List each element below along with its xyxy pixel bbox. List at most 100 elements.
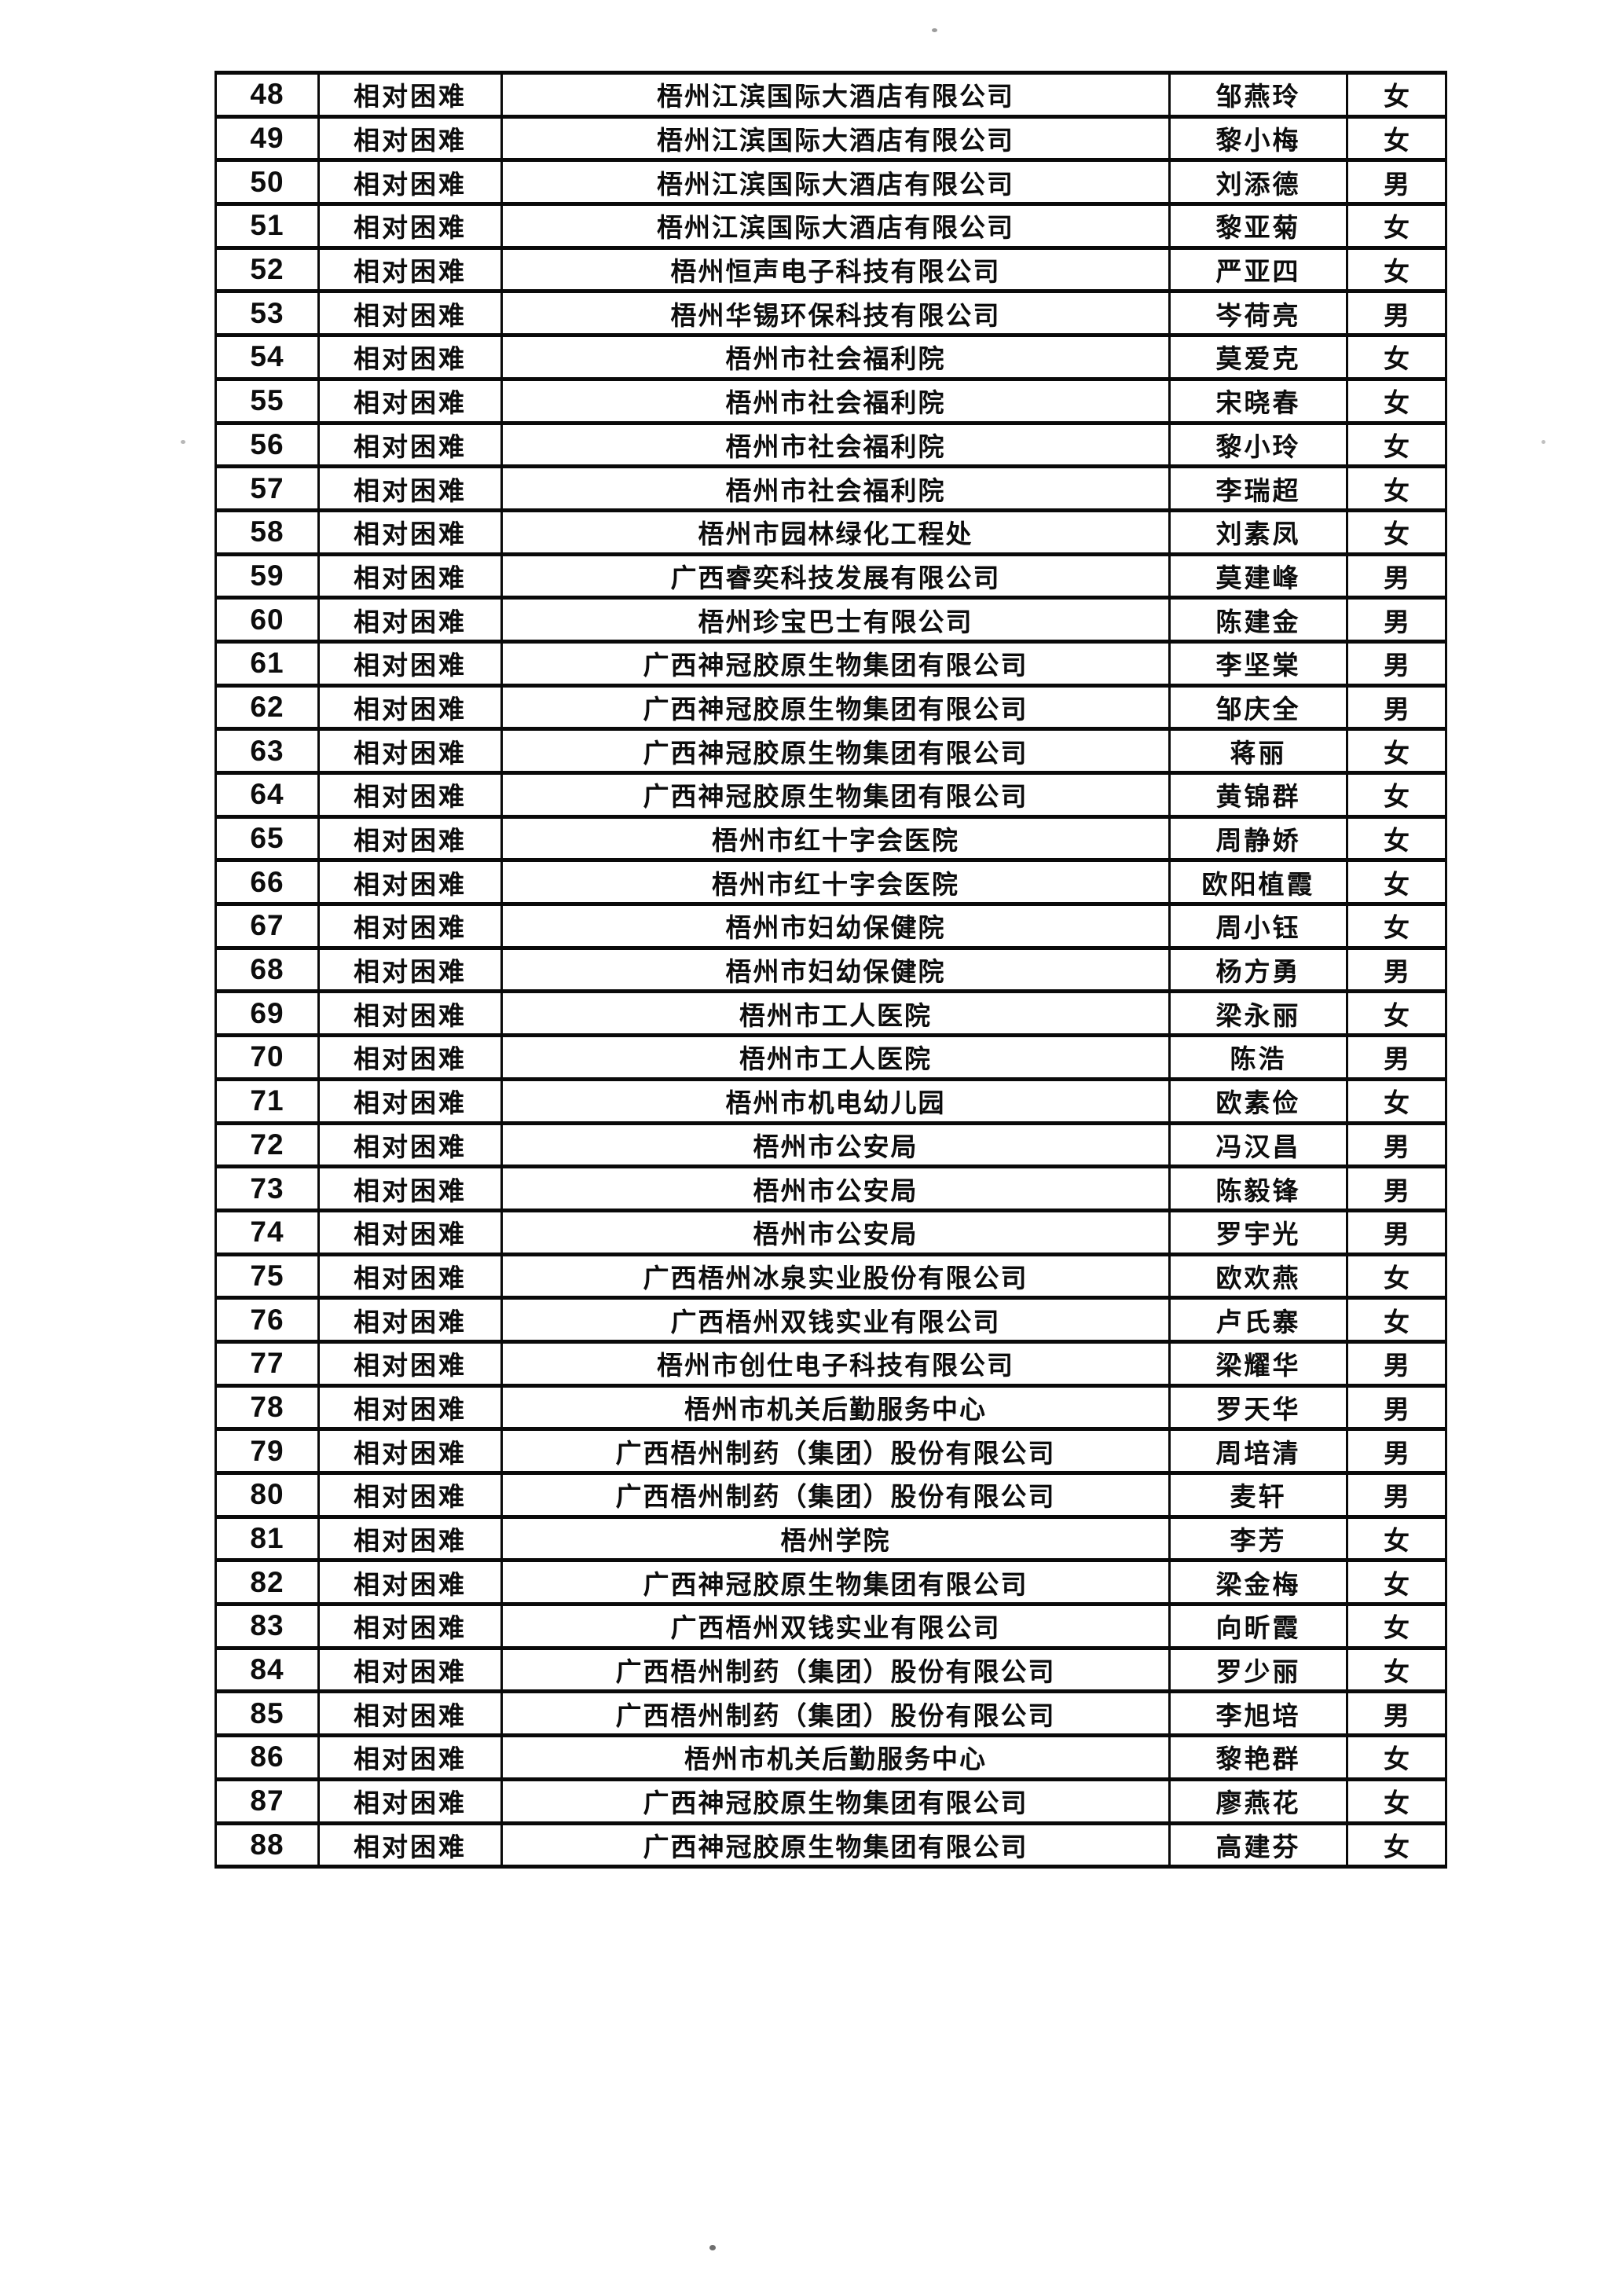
gender-cell: 女 (1346, 1252, 1447, 1300)
person-name-cell: 梁耀华 (1168, 1339, 1348, 1388)
gender-cell: 女 (1346, 245, 1447, 294)
category-cell: 相对困难 (317, 1383, 503, 1432)
employer-cell: 梧州市机关后勤服务中心 (500, 1733, 1171, 1781)
employer-cell: 梧州江滨国际大酒店有限公司 (500, 114, 1171, 163)
employer-cell: 梧州江滨国际大酒店有限公司 (500, 71, 1171, 119)
row-number-cell: 75 (214, 1252, 320, 1300)
gender-cell: 男 (1346, 1339, 1447, 1388)
person-name-cell: 梁金梅 (1168, 1558, 1348, 1607)
person-name-cell: 宋晓春 (1168, 376, 1348, 425)
category-cell: 相对困难 (317, 1033, 503, 1081)
row-number-cell: 66 (214, 858, 320, 907)
row-number-cell: 69 (214, 989, 320, 1038)
person-name-cell: 黄锦群 (1168, 771, 1348, 819)
table-row: 49 相对困难 梧州江滨国际大酒店有限公司 黎小梅女 (214, 114, 1447, 163)
person-name-cell: 陈浩 (1168, 1033, 1348, 1081)
category-cell: 相对困难 (317, 1120, 503, 1169)
employer-cell: 广西神冠胶原生物集团有限公司 (500, 639, 1171, 688)
employer-cell: 梧州市妇幼保健院 (500, 945, 1171, 994)
gender-cell: 男 (1346, 1033, 1447, 1081)
gender-cell: 男 (1346, 1427, 1447, 1475)
row-number-cell: 60 (214, 596, 320, 644)
category-cell: 相对困难 (317, 814, 503, 863)
person-name-cell: 邹庆全 (1168, 683, 1348, 732)
gender-cell: 女 (1346, 771, 1447, 819)
gender-cell: 女 (1346, 1076, 1447, 1125)
employer-cell: 广西神冠胶原生物集团有限公司 (500, 1821, 1171, 1869)
person-name-cell: 冯汉昌 (1168, 1120, 1348, 1169)
row-number-cell: 62 (214, 683, 320, 732)
gender-cell: 男 (1346, 158, 1447, 207)
person-name-cell: 罗天华 (1168, 1383, 1348, 1432)
employer-cell: 梧州市机关后勤服务中心 (500, 1383, 1171, 1432)
table-row: 68 相对困难 梧州市妇幼保健院 杨方勇男 (214, 945, 1447, 994)
person-name-cell: 严亚四 (1168, 245, 1348, 294)
person-name-cell: 高建芬 (1168, 1821, 1348, 1869)
gender-cell: 女 (1346, 1296, 1447, 1344)
person-name-cell: 黎艳群 (1168, 1733, 1348, 1781)
employer-cell: 梧州市公安局 (500, 1120, 1171, 1169)
person-name-cell: 李坚棠 (1168, 639, 1348, 688)
person-name-cell: 岑荷亮 (1168, 289, 1348, 338)
category-cell: 相对困难 (317, 245, 503, 294)
gender-cell: 女 (1346, 1777, 1447, 1825)
category-cell: 相对困难 (317, 1558, 503, 1607)
person-name-cell: 李旭培 (1168, 1689, 1348, 1738)
row-number-cell: 84 (214, 1645, 320, 1694)
person-name-cell: 梁永丽 (1168, 989, 1348, 1038)
table-row: 48 相对困难 梧州江滨国际大酒店有限公司 邹燕玲女 (214, 71, 1447, 119)
category-cell: 相对困难 (317, 945, 503, 994)
employer-cell: 广西神冠胶原生物集团有限公司 (500, 683, 1171, 732)
person-name-cell: 周小钰 (1168, 902, 1348, 950)
employer-cell: 广西神冠胶原生物集团有限公司 (500, 727, 1171, 775)
row-number-cell: 65 (214, 814, 320, 863)
category-cell: 相对困难 (317, 1645, 503, 1694)
scan-speck (1542, 440, 1545, 444)
employer-cell: 广西梧州制药（集团）股份有限公司 (500, 1645, 1171, 1694)
row-number-cell: 87 (214, 1777, 320, 1825)
table-row: 84 相对困难 广西梧州制药（集团）股份有限公司 罗少丽女 (214, 1645, 1447, 1694)
category-cell: 相对困难 (317, 727, 503, 775)
category-cell: 相对困难 (317, 552, 503, 600)
gender-cell: 女 (1346, 1558, 1447, 1607)
row-number-cell: 51 (214, 202, 320, 250)
row-number-cell: 78 (214, 1383, 320, 1432)
employer-cell: 梧州市工人医院 (500, 989, 1171, 1038)
person-name-cell: 黎小梅 (1168, 114, 1348, 163)
hardship-roster-table: 48 相对困难 梧州江滨国际大酒店有限公司 邹燕玲女 49 相对困难 梧州江滨国际大酒店有限… (214, 71, 1447, 1869)
gender-cell: 女 (1346, 1821, 1447, 1869)
gender-cell: 男 (1346, 1689, 1447, 1738)
row-number-cell: 68 (214, 945, 320, 994)
category-cell: 相对困难 (317, 508, 503, 556)
row-number-cell: 54 (214, 333, 320, 381)
table-row: 73 相对困难 梧州市公安局 陈毅锋男 (214, 1165, 1447, 1212)
gender-cell: 男 (1346, 1471, 1447, 1519)
employer-cell: 广西梧州制药（集团）股份有限公司 (500, 1471, 1171, 1519)
table-row: 79 相对困难 广西梧州制药（集团）股份有限公司 周培清男 (214, 1427, 1447, 1475)
table-row: 71 相对困难 梧州市机电幼儿园 欧素俭女 (214, 1076, 1447, 1125)
gender-cell: 女 (1346, 858, 1447, 907)
scan-speck (181, 440, 185, 444)
table-row: 58 相对困难 梧州市园林绿化工程处 刘素凤女 (214, 508, 1447, 556)
category-cell: 相对困难 (317, 989, 503, 1038)
category-cell: 相对困难 (317, 114, 503, 163)
category-cell: 相对困难 (317, 289, 503, 338)
table-row: 78 相对困难 梧州市机关后勤服务中心 罗天华男 (214, 1383, 1447, 1432)
gender-cell: 男 (1346, 639, 1447, 688)
employer-cell: 梧州市机电幼儿园 (500, 1076, 1171, 1125)
row-number-cell: 80 (214, 1471, 320, 1519)
person-name-cell: 李瑞超 (1168, 464, 1348, 512)
table-row: 55 相对困难 梧州市社会福利院 宋晓春女 (214, 376, 1447, 425)
category-cell: 相对困难 (317, 1252, 503, 1300)
person-name-cell: 罗少丽 (1168, 1645, 1348, 1694)
gender-cell: 女 (1346, 114, 1447, 163)
person-name-cell: 廖燕花 (1168, 1777, 1348, 1825)
table-row: 50 相对困难 梧州江滨国际大酒店有限公司 刘添德男 (214, 158, 1447, 207)
table-row: 88 相对困难 广西神冠胶原生物集团有限公司 高建芬女 (214, 1821, 1447, 1869)
category-cell: 相对困难 (317, 902, 503, 950)
person-name-cell: 黎小玲 (1168, 420, 1348, 469)
table-row: 51 相对困难 梧州江滨国际大酒店有限公司 黎亚菊女 (214, 202, 1447, 250)
table-row: 83 相对困难 广西梧州双钱实业有限公司 向昕霞女 (214, 1602, 1447, 1650)
row-number-cell: 72 (214, 1120, 320, 1169)
gender-cell: 女 (1346, 202, 1447, 250)
